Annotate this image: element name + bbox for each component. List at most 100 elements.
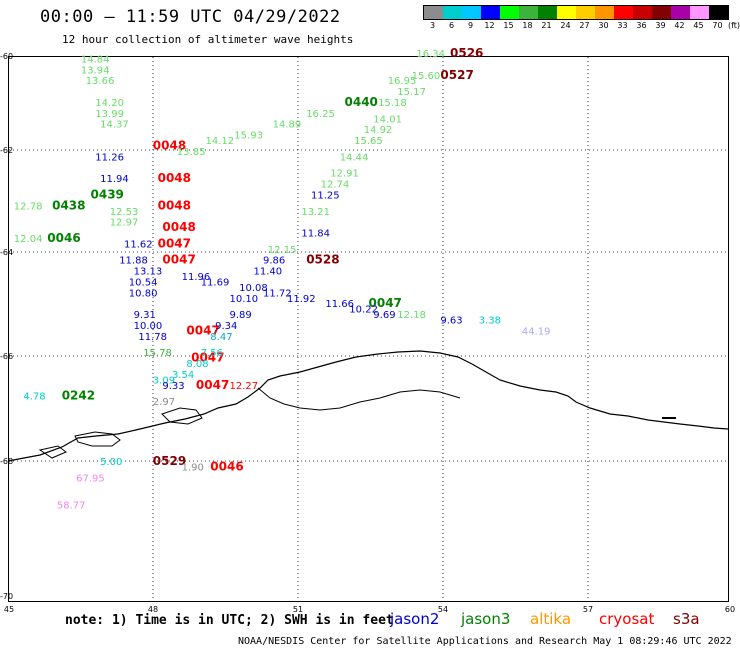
wave-height-label: 8.08 (186, 359, 208, 370)
wave-height-label: 12.53 (110, 207, 139, 218)
wave-height-label: 44.19 (522, 326, 551, 337)
colorbar-label: 36 (636, 21, 647, 30)
wave-height-label: 9.31 (134, 310, 156, 321)
wave-height-label: 15.18 (378, 98, 407, 109)
wave-height-label: 15.60 (412, 71, 441, 82)
wave-height-label: 13.21 (301, 207, 330, 218)
colorbar-label: 45 (693, 21, 704, 30)
wave-height-label: 9.69 (373, 310, 395, 321)
wave-height-label: 3.38 (479, 316, 501, 327)
lon-label: 51 (292, 605, 304, 614)
lon-label: 54 (437, 605, 449, 614)
colorbar-labels: 3 6 9 12 15 18 21 24 27 30 33 36 39 42 45 70 (423, 21, 727, 33)
wave-height-label: 10.54 (129, 278, 158, 289)
pass-time-label: 0438 (52, 198, 85, 212)
colorbar-swatch (557, 6, 576, 19)
legend-s3a: s3a (673, 610, 700, 628)
pass-time-label: 0242 (62, 389, 95, 403)
legend-jason3: jason3 (461, 610, 511, 628)
pass-time-label: 0048 (162, 220, 195, 234)
colorbar-label: 18 (522, 21, 533, 30)
wave-height-label: 12.74 (321, 180, 350, 191)
colorbar-label: 24 (560, 21, 571, 30)
wave-height-label: 10.08 (239, 283, 268, 294)
colorbar-swatch (538, 6, 557, 19)
wave-height-label: 12.97 (110, 218, 139, 229)
wave-height-label: 16.34 (416, 49, 445, 60)
wave-height-label: 13.66 (86, 76, 115, 87)
pass-time-label: 0047 (186, 323, 219, 337)
wave-height-label: 14.01 (373, 114, 402, 125)
wave-height-label: 1.90 (182, 462, 204, 473)
wave-height-label: 11.96 (182, 272, 211, 283)
wave-height-label: 3.09 (153, 375, 175, 386)
colorbar-label: 42 (674, 21, 685, 30)
lat-label: -60 (0, 52, 14, 61)
lat-label: -62 (0, 146, 14, 155)
wave-height-label: 10.10 (230, 294, 259, 305)
wave-height-label: 15.65 (354, 136, 383, 147)
wave-height-label: 15.78 (143, 348, 172, 359)
colorbar-swatch (709, 6, 728, 19)
pass-time-label: 0046 (210, 459, 243, 473)
pass-time-label: 0047 (196, 378, 229, 392)
wave-height-label: 11.69 (201, 278, 230, 289)
wave-height-label: 14.20 (95, 98, 124, 109)
colorbar-swatch (500, 6, 519, 19)
colorbar-swatch (481, 6, 500, 19)
pass-time-label: 0048 (153, 139, 186, 153)
wave-height-label: 16.95 (388, 76, 417, 87)
wave-height-label: 16.25 (306, 109, 335, 120)
note-text: note: 1) Time is in UTC; 2) SWH is in fe… (65, 613, 394, 628)
wave-height-label: 11.25 (311, 190, 340, 201)
lat-label: -64 (0, 248, 14, 257)
pass-time-label: 0439 (91, 187, 124, 201)
wave-height-label: 13.94 (81, 65, 110, 76)
footer-credit: NOAA/NESDIS Center for Satellite Applica… (238, 636, 732, 647)
wave-height-label: 4.78 (23, 392, 45, 403)
colorbar (423, 5, 729, 20)
wave-height-label: 9.34 (215, 321, 237, 332)
wave-height-label: 12.27 (230, 381, 259, 392)
legend-altika: altika (530, 610, 572, 628)
island-1 (74, 431, 121, 447)
colorbar-label: 3 (429, 21, 436, 30)
wave-height-label: 11.72 (263, 288, 292, 299)
wave-height-label: 9.33 (162, 381, 184, 392)
wave-height-label: 12.18 (397, 310, 426, 321)
colorbar-label: 21 (541, 21, 552, 30)
wave-height-label: 15.17 (397, 87, 426, 98)
colorbar-swatch (519, 6, 538, 19)
coastline (7, 350, 729, 462)
wave-height-label: 12.04 (14, 234, 43, 245)
wave-height-label: 14.12 (206, 136, 235, 147)
pass-time-label: 0047 (162, 253, 195, 267)
wave-height-label: 11.88 (119, 256, 148, 267)
lon-label: 48 (147, 605, 159, 614)
colorbar-swatch (424, 6, 443, 19)
colorbar-label: 12 (484, 21, 495, 30)
wave-height-label: 12.91 (330, 169, 359, 180)
wave-height-label: 11.40 (254, 267, 283, 278)
pass-time-label: 0047 (369, 296, 402, 310)
wave-height-label: 67.95 (76, 473, 105, 484)
wave-height-label: 13.13 (134, 267, 163, 278)
legend-jason2: jason2 (390, 610, 440, 628)
colorbar-label: 30 (598, 21, 609, 30)
wave-height-label: 11.94 (100, 174, 129, 185)
pass-time-label: 0048 (158, 198, 191, 212)
pass-time-label: 0047 (158, 236, 191, 250)
colorbar-swatch (443, 6, 462, 19)
lon-label: 57 (582, 605, 594, 614)
wave-height-label: 9.86 (263, 256, 285, 267)
wave-height-label: 11.84 (301, 229, 330, 240)
wave-height-label: 14.37 (100, 120, 129, 131)
pass-time-label: 0528 (306, 253, 339, 267)
colorbar-label: 27 (579, 21, 590, 30)
pass-time-label: 0527 (440, 68, 473, 82)
wave-height-label: 10.00 (134, 321, 163, 332)
wave-height-label: 11.66 (325, 299, 354, 310)
island-2 (161, 407, 203, 425)
legend-cryosat: cryosat (599, 610, 655, 628)
wave-height-label: 2.97 (153, 397, 175, 408)
